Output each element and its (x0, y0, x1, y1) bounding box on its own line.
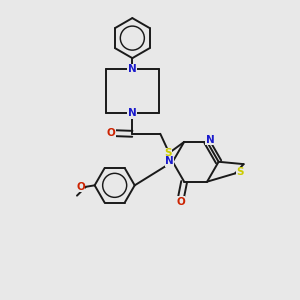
Text: N: N (206, 135, 214, 145)
Text: O: O (76, 182, 85, 192)
Text: S: S (237, 167, 244, 177)
Text: N: N (128, 64, 137, 74)
Text: N: N (165, 156, 174, 166)
Text: O: O (176, 197, 185, 207)
Text: S: S (164, 148, 171, 158)
Text: N: N (128, 108, 137, 118)
Text: O: O (106, 128, 115, 138)
